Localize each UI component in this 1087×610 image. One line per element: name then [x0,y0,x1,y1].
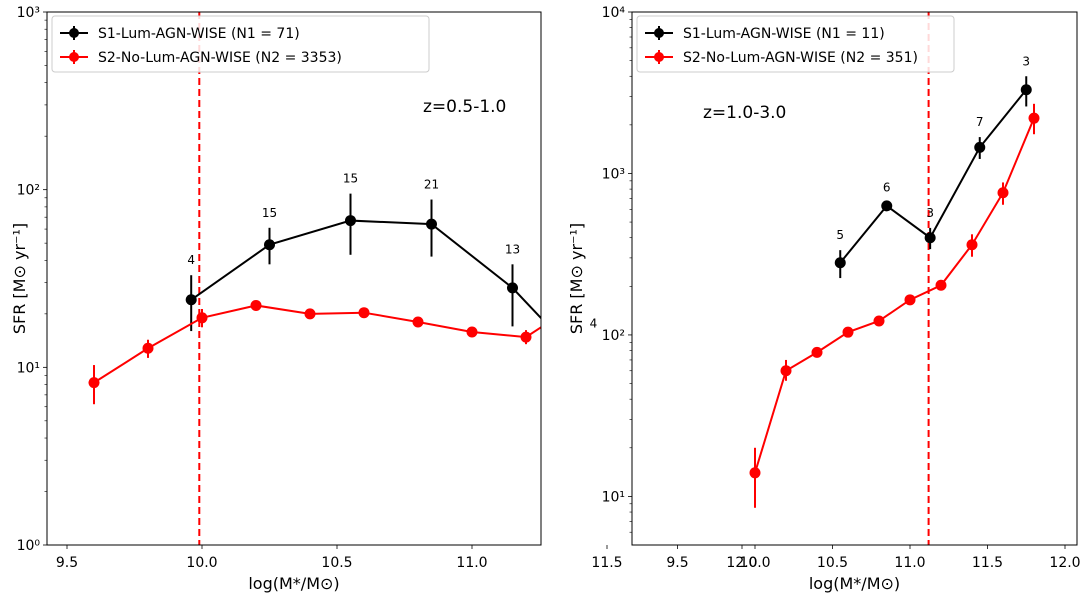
data-point [507,282,518,294]
count-label: 5 [836,228,844,242]
data-point [88,377,100,389]
x-tick-label: 9.5 [56,555,78,571]
plot-area [88,12,640,545]
redshift-annotation: z=1.0-3.0 [703,103,786,123]
data-point [966,239,978,251]
count-label: 4 [590,317,598,331]
data-point [629,393,640,404]
legend-box [51,15,430,73]
count-label: 21 [424,178,439,192]
plot-area [749,12,1040,545]
data-point [1028,112,1040,124]
data-point [185,294,197,306]
data-point [358,307,370,319]
count-label: 3 [1022,54,1030,68]
chart-panel-1: 10⁰ 10¹ 10² 10³ 9.5 10.0 10.5 11.0 11.5 12.0 log(M… [10,5,758,593]
x-tick-label: 11.5 [972,555,1003,571]
series-line [754,117,1035,474]
redshift-annotation: z=0.5-1.0 [423,97,506,117]
data-point [834,257,846,269]
legend-label: S2-No-Lum-AGN-WISE (N2 = 351) [683,50,918,66]
data-point [426,218,437,230]
legend: S1-Lum-AGN-WISE (N1 = 11) S2-No-Lum-AGN-W… [636,15,955,73]
count-label: 13 [505,242,520,256]
data-point [345,215,356,227]
data-point [304,308,316,320]
y-tick-label: 10³ [602,166,625,182]
y-tick-label: 10⁰ [17,538,41,554]
count-label: 7 [976,115,984,129]
x-axis-label: log(M*/M⊙) [809,574,900,593]
y-tick-label: 10² [17,183,40,199]
data-point [997,187,1009,199]
series-1 [185,193,599,379]
axes-frame [46,11,542,546]
data-point [412,316,424,328]
legend-box [636,15,955,73]
legend-marker [69,28,79,38]
x-tick-label: 11.0 [456,555,487,571]
x-tick-label: 11.0 [894,555,925,571]
data-point [588,368,599,379]
data-point [466,326,478,338]
data-point [873,315,885,327]
y-tick-label: 10⁴ [602,5,626,21]
y-tick-label: 10¹ [602,489,625,505]
data-point [974,141,986,153]
data-point [520,331,532,343]
x-tick-label: 12.0 [1049,555,1080,571]
data-point [904,294,916,306]
data-point [1020,84,1032,96]
legend-label: S2-No-Lum-AGN-WISE (N2 = 3353) [98,50,342,66]
x-tick-label: 10.5 [321,555,352,571]
y-tick-label: 10² [602,328,625,344]
count-label: 15 [343,172,358,186]
series-2 [749,103,1040,508]
data-point [881,200,893,212]
series-2 [88,299,640,405]
axes-frame [631,11,1078,546]
chart-panel-2: 10¹ 10² 10³ 10⁴ 9.5 10.0 10.5 11.0 11.5 12.0 log(M… [567,5,1081,593]
x-tick-label: 10.5 [817,555,848,571]
data-point [264,239,275,251]
x-axis-label: log(M*/M⊙) [248,574,339,593]
count-label: 15 [262,206,277,220]
data-point [780,365,792,377]
legend-marker [654,52,664,62]
data-point [250,299,262,311]
data-point [196,312,208,324]
legend-label: S1-Lum-AGN-WISE (N1 = 11) [683,26,885,42]
x-tick-label: 10.0 [739,555,770,571]
legend-marker [69,52,79,62]
data-point [935,279,947,291]
y-tick-label: 10¹ [17,360,40,376]
x-tick-label: 12.0 [726,555,757,571]
series-1 [834,76,1032,279]
data-point [924,232,936,244]
count-label: 4 [187,253,195,267]
data-point [142,342,154,354]
x-tick-label: 10.0 [186,555,217,571]
data-point [811,346,823,358]
x-tick-label: 9.5 [666,555,688,571]
data-point [749,467,761,479]
y-tick-label: 10³ [17,5,40,21]
legend-marker [654,28,664,38]
series-line [190,219,541,320]
legend: S1-Lum-AGN-WISE (N1 = 71) S2-No-Lum-AGN-W… [51,15,430,73]
count-label: 3 [926,206,934,220]
legend-label: S1-Lum-AGN-WISE (N1 = 71) [98,26,300,42]
y-axis-label: SFR [M⊙ yr⁻¹] [10,223,29,334]
data-point [842,326,854,338]
x-tick-label: 11.5 [591,555,622,571]
y-axis-label: SFR [M⊙ yr⁻¹] [567,223,586,334]
count-label: 6 [883,181,891,195]
